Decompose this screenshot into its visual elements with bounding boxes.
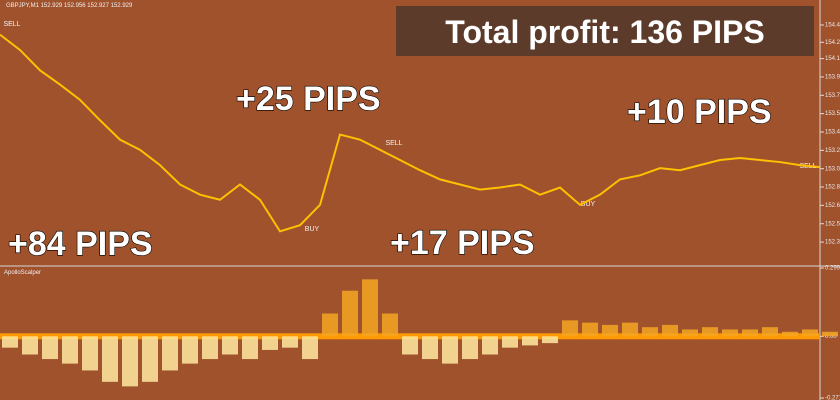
histogram-bar: [662, 324, 678, 337]
histogram-bar: [702, 327, 718, 337]
histogram-bar: [602, 324, 618, 337]
y-tick-label: 0.00: [825, 334, 837, 340]
trade-label: +17 PIPS: [390, 224, 535, 262]
y-tick-label: 153.225: [825, 148, 840, 154]
histogram-bar: [302, 336, 318, 360]
histogram-bar: [62, 336, 78, 364]
histogram-bar: [822, 331, 838, 337]
histogram-bar: [222, 336, 238, 355]
histogram-bar: [802, 329, 818, 337]
histogram-bar: [2, 336, 18, 348]
histogram-bar: [182, 336, 198, 364]
y-tick-label: 154.455: [825, 23, 840, 29]
histogram-bar: [362, 279, 378, 337]
indicator-name: ApolloScalper: [4, 270, 41, 276]
histogram-bar: [22, 336, 38, 355]
y-tick-label: 153.585: [825, 111, 840, 117]
y-tick-label: 153.045: [825, 166, 840, 172]
y-tick-label: 154.125: [825, 56, 840, 62]
price-line: [0, 33, 821, 233]
y-tick-label: 152.325: [825, 240, 840, 246]
y-tick-label: 154.285: [825, 40, 840, 46]
total-profit: Total profit: 136 PIPS: [445, 14, 764, 50]
y-tick-label: 152.685: [825, 203, 840, 209]
histogram-bar: [382, 313, 398, 337]
histogram-bar: [682, 329, 698, 337]
signal: SELL: [385, 140, 402, 147]
trade-label: +84 PIPS: [8, 225, 153, 263]
y-tick-label: 153.405: [825, 130, 840, 136]
histogram-bar: [762, 327, 778, 337]
signal: BUY: [581, 201, 596, 208]
histogram-bar: [242, 336, 258, 360]
histogram-bar: [522, 336, 538, 346]
y-tick-label: 0.2999: [825, 266, 840, 272]
histogram-bar: [102, 336, 118, 382]
histogram-bar: [782, 331, 798, 337]
histogram-bar: [722, 329, 738, 337]
histogram-bar: [582, 322, 598, 337]
histogram-bar: [122, 336, 138, 387]
trade-label: +10 PIPS: [627, 93, 772, 131]
histogram-bar: [262, 336, 278, 350]
y-tick-label: 153.945: [825, 75, 840, 81]
trade-label: +25 PIPS: [236, 80, 381, 118]
histogram-bar: [622, 322, 638, 337]
histogram-bar: [42, 336, 58, 360]
y-tick-label: 153.765: [825, 93, 840, 99]
histogram-bar: [322, 313, 338, 337]
histogram-bar: [342, 290, 358, 337]
y-tick-label: 152.865: [825, 185, 840, 191]
histogram-bar: [742, 329, 758, 337]
signal: BUY: [305, 226, 320, 233]
y-tick-label: 152.505: [825, 221, 840, 227]
histogram-bar: [142, 336, 158, 382]
histogram-bar: [202, 336, 218, 360]
histogram-bar: [422, 336, 438, 360]
signal: SELL: [3, 21, 20, 28]
histogram-bar: [562, 320, 578, 337]
histogram-bar: [282, 336, 298, 348]
y-tick-label: -0.271: [825, 396, 840, 400]
histogram-bar: [482, 336, 498, 355]
histogram-bar: [402, 336, 418, 355]
header: GBPJPY,M1 152.929 152.956 152.927 152.92…: [6, 3, 133, 9]
total-box: [396, 6, 814, 56]
histogram-bar: [462, 336, 478, 360]
histogram-bar: [82, 336, 98, 371]
histogram-bar: [502, 336, 518, 348]
histogram-bar: [542, 336, 558, 344]
histogram-bar: [442, 336, 458, 364]
histogram-bar: [642, 327, 658, 337]
histogram-bar: [162, 336, 178, 371]
